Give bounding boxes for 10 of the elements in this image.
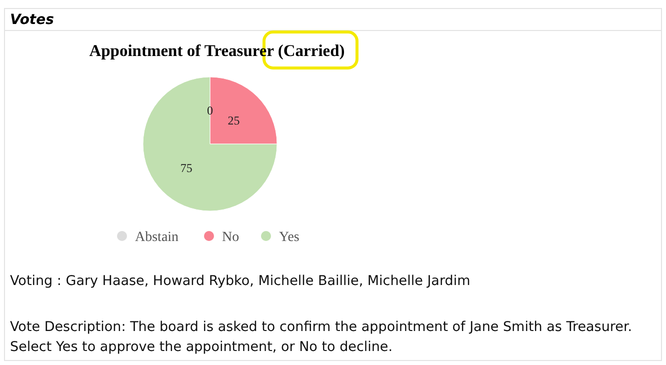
- text: 0: [207, 104, 213, 118]
- data-label: 25: [228, 114, 240, 128]
- text: Vote Description: The board is asked to confirm the appointment of Jane Smith as Treasurer. Select Yes to approve the appointment, or No to decline.: [10, 318, 634, 357]
- legend-label: Yes: [279, 230, 300, 245]
- text: Voting : Gary Haase, Howard Rybko, Michelle Baillie, Michelle Jardim: [10, 273, 472, 289]
- text: Votes: [10, 12, 54, 28]
- pie-slice: [142, 76, 278, 212]
- data-label: 75: [180, 160, 192, 175]
- legend-label: No: [222, 230, 240, 245]
- legend-label: Abstain: [135, 230, 179, 245]
